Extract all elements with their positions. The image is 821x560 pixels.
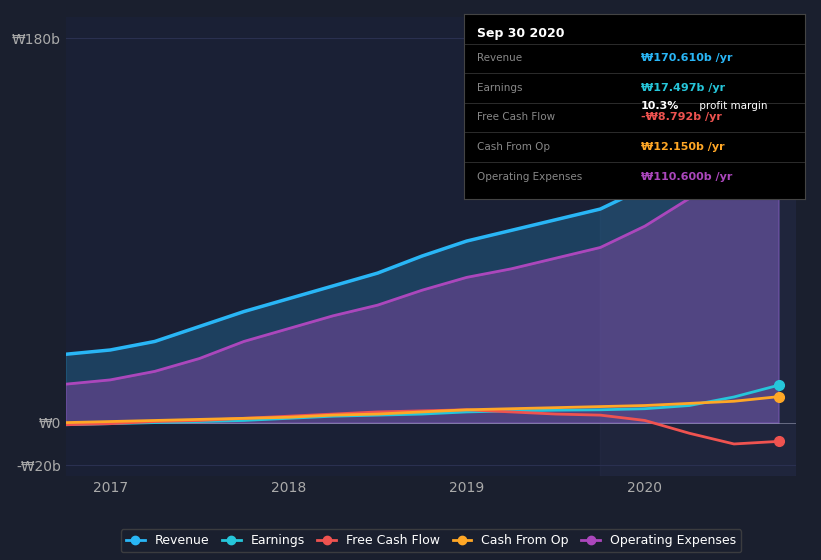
- Text: Revenue: Revenue: [478, 53, 523, 63]
- Bar: [600, 17, 796, 476]
- Text: Sep 30 2020: Sep 30 2020: [478, 27, 565, 40]
- Text: ₩110.600b /yr: ₩110.600b /yr: [641, 171, 732, 181]
- Legend: Revenue, Earnings, Free Cash Flow, Cash From Op, Operating Expenses: Revenue, Earnings, Free Cash Flow, Cash …: [121, 529, 741, 552]
- Text: ₩170.610b /yr: ₩170.610b /yr: [641, 53, 732, 63]
- Text: profit margin: profit margin: [695, 101, 767, 111]
- Text: 10.3%: 10.3%: [641, 101, 680, 111]
- Text: Operating Expenses: Operating Expenses: [478, 171, 583, 181]
- Text: ₩12.150b /yr: ₩12.150b /yr: [641, 142, 725, 152]
- Text: ₩17.497b /yr: ₩17.497b /yr: [641, 83, 725, 93]
- Text: Cash From Op: Cash From Op: [478, 142, 551, 152]
- Text: -₩8.792b /yr: -₩8.792b /yr: [641, 113, 722, 123]
- Text: Free Cash Flow: Free Cash Flow: [478, 113, 556, 123]
- Text: Earnings: Earnings: [478, 83, 523, 93]
